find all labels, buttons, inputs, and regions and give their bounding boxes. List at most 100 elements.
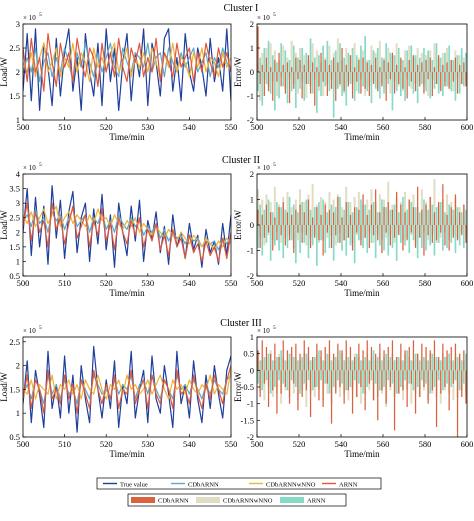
error-bar-arnn bbox=[334, 207, 337, 225]
error-bar-cdbarnn bbox=[301, 72, 303, 99]
error-bar-cdbarnn bbox=[345, 340, 347, 371]
x-tick-label: 520 bbox=[293, 439, 306, 449]
error-bar-arnn bbox=[408, 225, 411, 254]
error-bar-cdbarnn bbox=[412, 55, 415, 72]
error-bar-cdbarnn bbox=[349, 214, 352, 225]
x-axis-label: Time/min bbox=[109, 132, 145, 142]
error-bar-arnn bbox=[376, 212, 379, 225]
error-bar-cdbarnn bbox=[459, 353, 461, 371]
error-bar-cdbarnnwnno bbox=[286, 191, 289, 225]
axis-exponent: × 10 bbox=[257, 164, 270, 172]
error-bar-cdbarnnwnno bbox=[427, 72, 430, 96]
series-line-cdbarnnwnno bbox=[23, 205, 231, 251]
error-bar-arnn bbox=[284, 209, 287, 225]
error-bar-cdbarnn bbox=[377, 72, 379, 92]
error-bar-arnn bbox=[439, 202, 442, 225]
legend-label: CDbARNNwNNO bbox=[223, 498, 273, 505]
error-bar-arnn bbox=[267, 199, 270, 225]
axis-exponent: × 10 bbox=[23, 14, 36, 22]
error-bar-cdbarnn bbox=[412, 207, 415, 225]
error-bar-cdbarnn bbox=[316, 207, 318, 225]
y-tick-label: 3.5 bbox=[9, 184, 20, 194]
legend-item-true-value: True value bbox=[103, 482, 148, 489]
x-tick-label: 500 bbox=[251, 439, 264, 449]
error-bar-arnn bbox=[284, 360, 287, 371]
error-bar-arnn bbox=[278, 72, 280, 99]
error-bar-arnn bbox=[295, 225, 297, 264]
error-bar-arnn bbox=[278, 225, 280, 251]
error-bar-arnn bbox=[299, 370, 301, 394]
error-bar-arnn bbox=[439, 360, 442, 371]
error-bar-arnn bbox=[421, 225, 423, 248]
error-bar-cdbarnnwnno bbox=[387, 48, 390, 72]
error-bar-arnn bbox=[347, 52, 350, 72]
error-bar-arnn bbox=[458, 225, 461, 246]
error-bar-cdbarnn bbox=[343, 370, 345, 404]
error-bar-arnn bbox=[448, 204, 450, 225]
error-bar-cdbarnnwnno bbox=[315, 50, 318, 72]
error-bar-arnn bbox=[393, 55, 396, 72]
error-bar-cdbarnn bbox=[372, 225, 375, 236]
error-bar-arnn bbox=[305, 52, 308, 72]
error-bar-cdbarnn bbox=[322, 72, 324, 82]
error-bar-cdbarnnwnno bbox=[408, 45, 411, 72]
x-tick-label: 500 bbox=[17, 278, 30, 288]
error-bar-cdbarnn bbox=[408, 60, 410, 72]
error-bar-arnn bbox=[456, 207, 459, 225]
error-bar-arnn bbox=[391, 370, 394, 384]
error-bar-arnn bbox=[309, 360, 312, 371]
error-bar-cdbarnnwnno bbox=[263, 370, 266, 401]
error-bar-cdbarnn bbox=[400, 343, 402, 371]
error-bar-cdbarnn bbox=[305, 370, 307, 391]
error-bar-arnn bbox=[463, 72, 465, 87]
error-bar-arnn bbox=[332, 370, 335, 387]
error-bar-arnn bbox=[385, 353, 387, 371]
axis-exponent-power: 5 bbox=[39, 162, 42, 168]
error-bar-cdbarnn bbox=[272, 72, 274, 101]
error-bar-arnn bbox=[269, 225, 272, 261]
error-bar-cdbarnnwnno bbox=[452, 370, 455, 401]
error-bar-arnn bbox=[274, 370, 276, 387]
error-bar-cdbarnn bbox=[318, 225, 320, 241]
legend-item-cdbarnnwnno: CDbARNNwNNO bbox=[196, 497, 273, 505]
error-bar-cdbarnn bbox=[337, 62, 339, 72]
x-tick-label: 520 bbox=[293, 122, 306, 132]
legend-item-arnn: ARNN bbox=[280, 497, 326, 505]
error-bar-cdbarnn bbox=[431, 225, 433, 243]
error-bar-cdbarnn bbox=[448, 370, 450, 411]
error-bar-cdbarnn bbox=[335, 225, 337, 236]
error-bar-cdbarnn bbox=[452, 370, 454, 384]
error-bar-cdbarnn bbox=[442, 184, 444, 225]
error-bar-arnn bbox=[465, 353, 467, 371]
axis-exponent-power: 5 bbox=[273, 162, 276, 168]
error-bar-cdbarnn bbox=[442, 64, 444, 72]
error-bar-cdbarnn bbox=[389, 225, 391, 246]
y-tick-label: 1 bbox=[250, 195, 254, 205]
error-bar-cdbarnn bbox=[335, 370, 337, 394]
error-bar-arnn bbox=[259, 204, 261, 225]
axis-exponent: × 10 bbox=[23, 164, 36, 172]
error-bar-arnn bbox=[404, 225, 406, 246]
error-bar-cdbarnn bbox=[276, 72, 278, 82]
error-bar-arnn bbox=[267, 40, 270, 72]
error-bar-arnn bbox=[345, 225, 348, 256]
y-tick-label: -0.5 bbox=[241, 382, 254, 392]
error-bar-cdbarnn bbox=[356, 225, 358, 233]
error-bar-arnn bbox=[435, 357, 438, 371]
error-bar-arnn bbox=[376, 357, 379, 371]
error-bar-arnn bbox=[452, 360, 455, 371]
error-bar-arnn bbox=[320, 370, 322, 381]
error-bar-cdbarnn bbox=[274, 60, 276, 72]
error-bar-arnn bbox=[301, 48, 303, 72]
error-bar-arnn bbox=[418, 360, 421, 371]
error-bar-cdbarnn bbox=[341, 217, 343, 225]
error-bar-cdbarnn bbox=[433, 340, 436, 371]
error-bar-arnn bbox=[362, 72, 364, 87]
error-bar-cdbarnn bbox=[383, 60, 385, 72]
error-bar-cdbarnn bbox=[444, 370, 446, 387]
y-tick-label: 2 bbox=[16, 67, 20, 77]
error-bar-cdbarnn bbox=[270, 67, 272, 72]
error-bar-arnn bbox=[347, 202, 350, 225]
error-bar-cdbarnn bbox=[383, 350, 385, 371]
